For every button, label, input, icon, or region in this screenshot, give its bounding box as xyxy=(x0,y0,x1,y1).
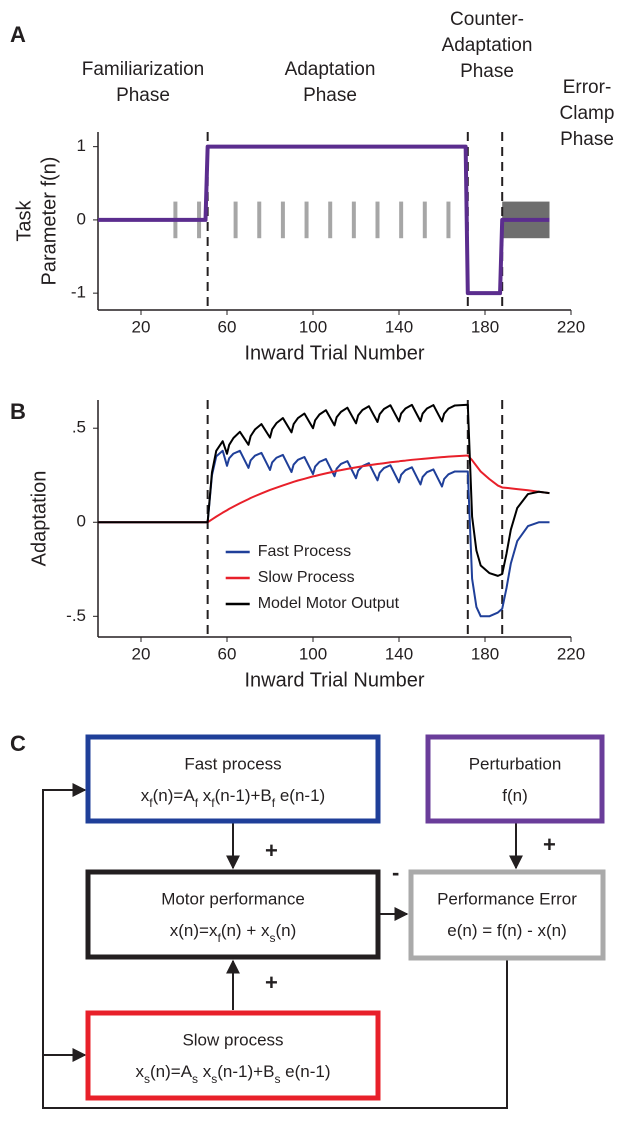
x-tick-label: 180 xyxy=(471,317,499,336)
x-tick-label: 140 xyxy=(385,317,413,336)
x-tick-label: 220 xyxy=(557,644,585,663)
phase-label: Error- xyxy=(563,77,612,98)
x-tick-label: 100 xyxy=(299,644,327,663)
x-tick-label: 140 xyxy=(385,644,413,663)
equation-part: (n-1)+B xyxy=(215,786,272,805)
phase-label: Phase xyxy=(116,85,170,106)
equation-part: x(n)=x xyxy=(170,921,218,940)
x-axis-label: Inward Trial Number xyxy=(244,669,424,691)
node-title: Performance Error xyxy=(437,889,577,908)
panel-label: C xyxy=(10,731,26,756)
node-title: Perturbation xyxy=(469,754,562,773)
x-tick-label: 220 xyxy=(557,317,585,336)
feedback-arrow xyxy=(42,783,508,1109)
subscript: s xyxy=(274,1072,280,1086)
equation-part: e(n-1) xyxy=(280,1062,330,1081)
equation-part: (n-1)+B xyxy=(217,1062,274,1081)
y-axis-label: Parameter f(n) xyxy=(38,157,60,286)
node-equation: e(n) = f(n) - x(n) xyxy=(447,921,567,940)
panel-label: A xyxy=(10,22,26,47)
x-tick-label: 180 xyxy=(471,644,499,663)
x-tick-label: 20 xyxy=(132,644,151,663)
equation-part: (n) xyxy=(275,921,296,940)
slow-box xyxy=(85,1010,381,1101)
equation-part: f(n) xyxy=(502,786,528,805)
equation-part: x xyxy=(198,786,212,805)
node-title: Fast process xyxy=(184,754,281,773)
legend-label: Fast Process xyxy=(258,543,351,560)
diagram: Fast process xf(n)=Af xf(n-1)+Bf e(n-1) … xyxy=(42,734,606,1109)
motor-box xyxy=(85,869,381,960)
equation-part: (n)=A xyxy=(150,1062,193,1081)
subscript: f xyxy=(211,796,215,810)
subscript: f xyxy=(217,931,221,945)
data-line xyxy=(98,449,550,618)
equation-part: e(n-1) xyxy=(275,786,325,805)
y-axis-label: Adaptation xyxy=(28,471,50,567)
node-equation: xs(n)=As xs(n-1)+Bs e(n-1) xyxy=(135,1062,330,1086)
node-title: Slow process xyxy=(182,1030,283,1049)
subscript: f xyxy=(195,796,199,810)
phase-label: Adaptation xyxy=(442,35,533,56)
subscript: s xyxy=(192,1072,198,1086)
subscript: f xyxy=(272,796,276,810)
legend-label: Slow Process xyxy=(258,569,355,586)
subscript: s xyxy=(211,1072,217,1086)
sign: + xyxy=(543,832,556,857)
subscript: s xyxy=(144,1072,150,1086)
perturbation-box xyxy=(425,734,605,824)
subscript: s xyxy=(269,931,275,945)
y-tick-label: 0 xyxy=(77,512,86,531)
node-equation: f(n) xyxy=(502,786,528,805)
x-tick-label: 20 xyxy=(132,317,151,336)
fast-box xyxy=(85,734,381,824)
y-tick-label: -.5 xyxy=(66,606,86,625)
panel-label: B xyxy=(10,399,26,424)
y-tick-label: 1 xyxy=(77,136,86,155)
node-title: Motor performance xyxy=(161,889,305,908)
equation-part: x xyxy=(141,786,150,805)
subscript: f xyxy=(149,796,153,810)
x-tick-label: 60 xyxy=(218,644,237,663)
data-line xyxy=(98,144,550,296)
phase-label: Clamp xyxy=(560,103,615,124)
phase-label: Phase xyxy=(560,129,614,150)
sign: + xyxy=(265,970,278,995)
x-axis-label: Inward Trial Number xyxy=(244,342,424,364)
equation-part: x xyxy=(198,1062,212,1081)
node-equation: x(n)=xf(n) + xs(n) xyxy=(170,921,297,945)
data-line xyxy=(98,403,550,577)
sign: + xyxy=(265,838,278,863)
equation-part: (n) + x xyxy=(221,921,270,940)
phase-label: Familiarization xyxy=(82,59,204,80)
sign: - xyxy=(392,860,399,885)
y-tick-label: -1 xyxy=(71,283,86,302)
data-line xyxy=(98,454,550,524)
legend-label: Model Motor Output xyxy=(258,595,400,612)
node-equation: xf(n)=Af xf(n-1)+Bf e(n-1) xyxy=(141,786,325,810)
phase-label: Phase xyxy=(303,85,357,106)
phase-label: Phase xyxy=(460,61,514,82)
y-tick-label: .5 xyxy=(72,418,86,437)
x-tick-label: 100 xyxy=(299,317,327,336)
equation-part: e(n) = f(n) - x(n) xyxy=(447,921,567,940)
equation-part: x xyxy=(135,1062,144,1081)
phase-label: Adaptation xyxy=(285,59,376,80)
y-tick-label: 0 xyxy=(77,209,86,228)
equation-part: (n)=A xyxy=(153,786,196,805)
y-axis-label: Task xyxy=(13,199,35,241)
error-box xyxy=(408,869,606,961)
x-tick-label: 60 xyxy=(218,317,237,336)
phase-label: Counter- xyxy=(450,9,524,30)
